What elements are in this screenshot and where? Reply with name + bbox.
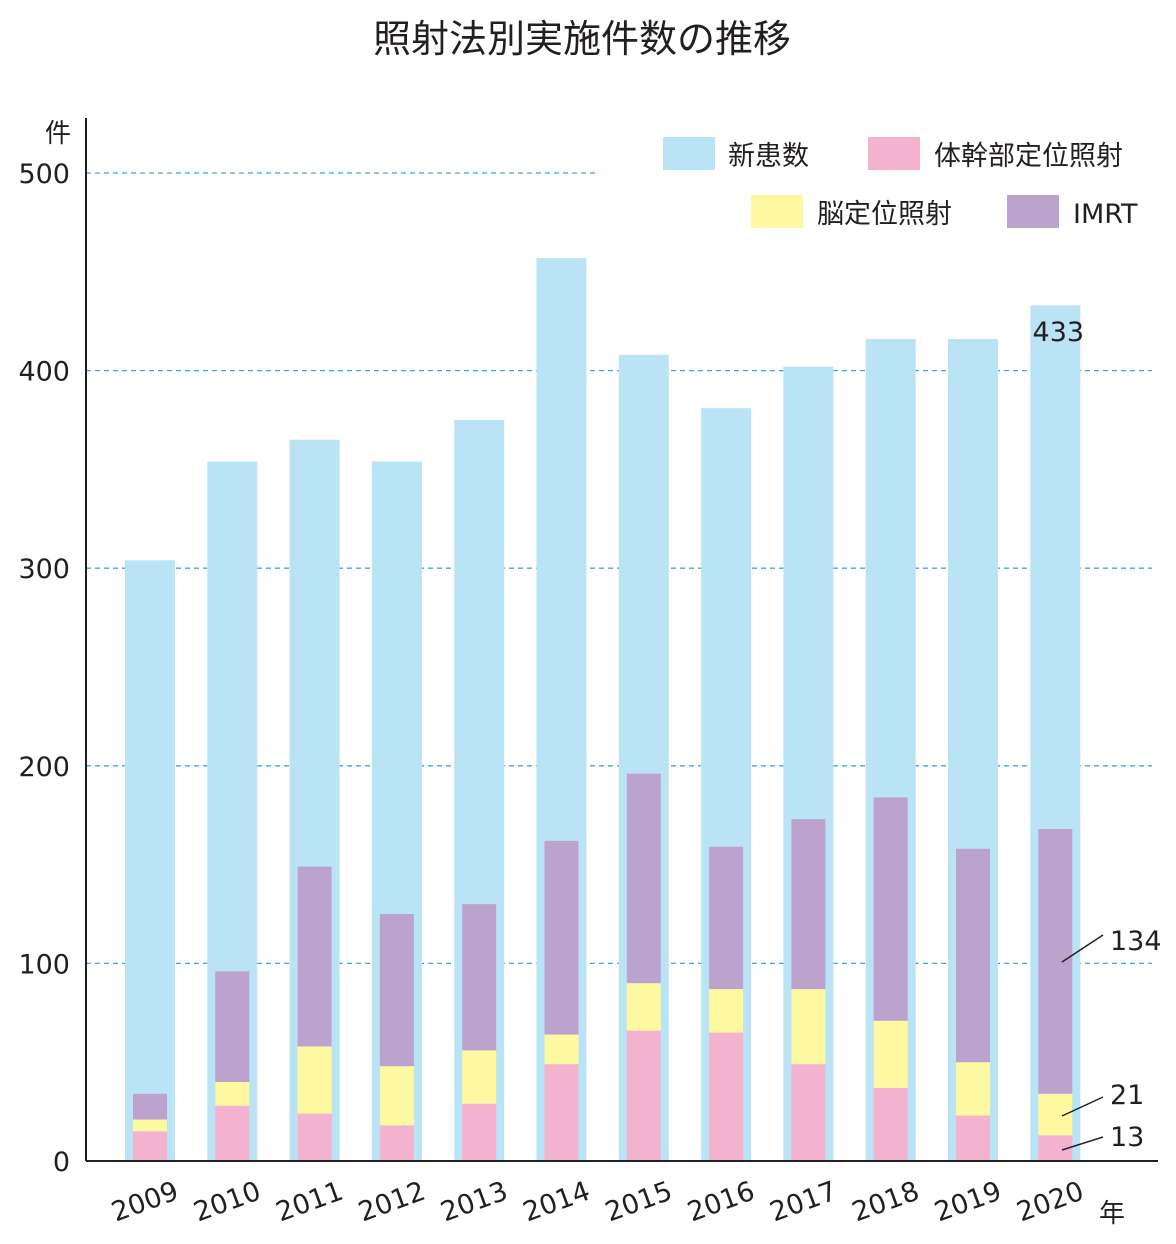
legend-label: 体幹部定位照射 — [934, 141, 1123, 172]
annotation-leader — [1061, 934, 1104, 963]
chart-title: 照射法別実施件数の推移 — [373, 17, 791, 61]
legend-swatch — [663, 137, 715, 170]
y-axis-label: 件 — [45, 119, 71, 149]
bar-segment-IMRT — [544, 840, 579, 1035]
legend-swatch — [751, 195, 803, 228]
x-tick-label: 2017 — [766, 1176, 841, 1229]
x-tick-label: 2014 — [519, 1176, 594, 1229]
bar-segment-脳定位照射 — [956, 1062, 990, 1116]
bar-segment-IMRT — [873, 797, 908, 1021]
x-tick-label: 2010 — [190, 1176, 265, 1229]
annotations: 433 134 21 13 — [1033, 317, 1162, 1153]
bar-segment-体幹部定位照射 — [297, 1113, 332, 1161]
bar-segment-脳定位照射 — [626, 983, 661, 1031]
bar-segment-体幹部定位照射 — [215, 1105, 250, 1161]
bar-segment-脳定位照射 — [544, 1034, 579, 1065]
x-tick-label: 2018 — [848, 1176, 923, 1229]
bar-segment-体幹部定位照射 — [544, 1064, 579, 1161]
legend-swatch — [868, 137, 920, 170]
bar-segment-IMRT — [297, 866, 332, 1047]
x-tick-label: 2012 — [354, 1176, 429, 1229]
annotation-label: 21 — [1110, 1080, 1144, 1111]
bar-segment-体幹部定位照射 — [133, 1131, 167, 1161]
x-tick-label: 2011 — [272, 1176, 347, 1229]
bar-segment-脳定位照射 — [297, 1046, 332, 1114]
annotation-label: 13 — [1110, 1122, 1144, 1153]
bar-segment-IMRT — [215, 971, 250, 1082]
bar-segment-体幹部定位照射 — [462, 1103, 497, 1161]
bar-segment-体幹部定位照射 — [873, 1087, 908, 1161]
bar-segment-IMRT — [956, 848, 990, 1063]
bars — [125, 257, 1081, 1162]
y-tick-label: 100 — [18, 949, 70, 980]
annotation-leader — [1061, 1136, 1104, 1151]
legend-label: IMRT — [1073, 199, 1138, 230]
y-tick-label: 500 — [18, 159, 70, 190]
bar-segment-体幹部定位照射 — [956, 1115, 990, 1161]
bar-新患数 — [125, 560, 175, 1161]
bar-segment-IMRT — [626, 773, 661, 984]
bar-segment-脳定位照射 — [873, 1020, 908, 1088]
bar-segment-脳定位照射 — [379, 1066, 414, 1126]
legend-label: 脳定位照射 — [817, 199, 952, 230]
y-tick-label: 400 — [18, 357, 70, 388]
legend-swatch — [1007, 195, 1059, 228]
x-tick-label: 2013 — [437, 1176, 512, 1229]
x-tick-label: 2009 — [108, 1176, 183, 1229]
x-tick-label: 2016 — [684, 1176, 759, 1229]
x-axis-label: 年 — [1099, 1199, 1125, 1229]
bar-segment-IMRT — [379, 914, 414, 1067]
bar-segment-脳定位照射 — [215, 1081, 250, 1106]
x-tick-label: 2020 — [1013, 1176, 1088, 1229]
bar-segment-体幹部定位照射 — [709, 1032, 744, 1161]
annotation-label: 433 — [1033, 317, 1085, 348]
bar-segment-脳定位照射 — [133, 1119, 167, 1132]
bar-segment-体幹部定位照射 — [791, 1064, 826, 1161]
bar-segment-体幹部定位照射 — [626, 1030, 661, 1161]
bar-segment-IMRT — [462, 904, 497, 1051]
bar-segment-脳定位照射 — [709, 989, 744, 1033]
x-tick-label: 2019 — [931, 1176, 1006, 1229]
bar-segment-IMRT — [791, 819, 826, 990]
bar-segment-IMRT — [133, 1093, 167, 1120]
x-tick-label: 2015 — [601, 1176, 676, 1229]
annotation-label: 134 — [1110, 926, 1162, 957]
bar-segment-脳定位照射 — [462, 1050, 497, 1104]
bar-segment-IMRT — [1038, 829, 1073, 1094]
annotation-leader — [1061, 1096, 1104, 1117]
bar-segment-脳定位照射 — [791, 989, 826, 1065]
bar-segment-体幹部定位照射 — [379, 1125, 414, 1161]
bar-segment-脳定位照射 — [1038, 1093, 1073, 1136]
y-tick-label: 300 — [18, 554, 70, 585]
y-tick-label: 200 — [18, 752, 70, 783]
legend-label: 新患数 — [728, 141, 809, 172]
bar-segment-IMRT — [709, 846, 744, 990]
y-tick-label: 0 — [53, 1147, 70, 1178]
